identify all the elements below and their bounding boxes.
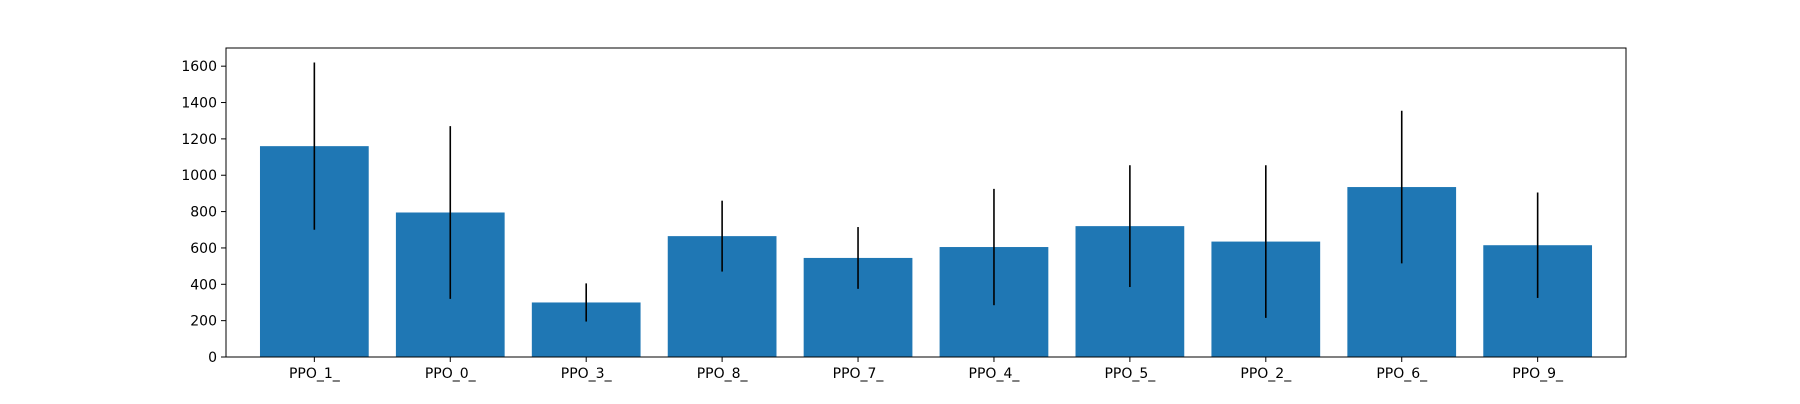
y-tick-label: 1000 [181,168,217,184]
y-tick-label: 1400 [181,96,217,112]
y-axis: 0 200 400 600 800 1000 1200 1400 1600 [181,59,226,366]
y-tick-label: 1600 [181,59,217,75]
x-tick-label: PPO_8_ [697,366,749,382]
y-tick-label: 0 [208,350,217,366]
x-axis: PPO_1_ PPO_0_ PPO_3_ PPO_8_ PPO_7_ PPO_4_ PPO_… [289,357,1564,382]
x-tick-label: PPO_3_ [561,366,613,382]
x-tick-label: PPO_5_ [1104,366,1156,382]
x-tick-label: PPO_0_ [425,366,477,382]
y-tick-label: 1200 [181,132,217,148]
y-tick-label: 800 [190,205,217,221]
x-tick-label: PPO_2_ [1240,366,1292,382]
x-tick-label: PPO_7_ [833,366,885,382]
x-tick-label: PPO_4_ [969,366,1021,382]
x-tick-label: PPO_1_ [289,366,341,382]
y-tick-label: 400 [190,277,217,293]
y-tick-label: 600 [190,241,217,257]
x-tick-label: PPO_6_ [1376,366,1428,382]
error-bars-layer [313,62,1539,322]
bars-layer [259,146,1593,357]
plot-frame [225,47,1627,358]
y-tick-label: 200 [190,314,217,330]
x-tick-label: PPO_9_ [1512,366,1564,382]
